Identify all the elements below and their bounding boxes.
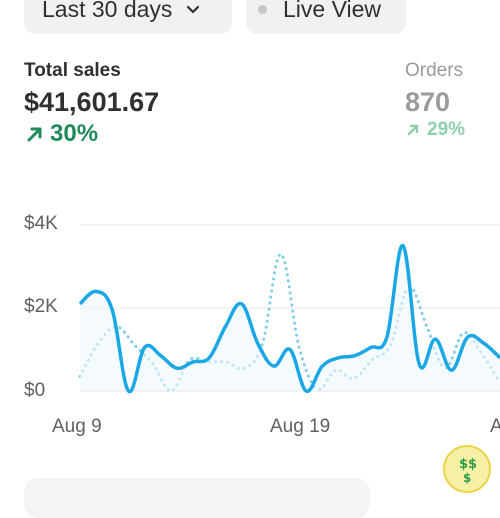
creator-badge-logo: $ $ $ <box>443 445 491 493</box>
orders-value: 870 <box>405 87 451 117</box>
live-view-label: Live View <box>283 0 382 22</box>
live-status-dot-icon <box>258 4 267 14</box>
total-sales-label[interactable]: Total sales <box>24 60 121 81</box>
x-tick-label: Aug 19 <box>270 416 331 437</box>
svg-text:$: $ <box>459 457 468 472</box>
live-view-button[interactable]: Live View <box>246 0 406 34</box>
y-tick-label: $0 <box>24 380 46 401</box>
sales-line-chart[interactable] <box>0 200 500 410</box>
total-sales-change: 30% <box>24 120 98 148</box>
chevron-down-icon <box>187 5 200 14</box>
x-tick-label: A <box>490 416 500 437</box>
total-sales-value: $41,601.67 <box>24 87 160 117</box>
y-tick-label: $2K <box>24 296 58 317</box>
x-tick-label: Aug 9 <box>52 416 102 437</box>
arrow-up-right-icon <box>27 127 42 142</box>
next-card[interactable] <box>24 478 370 518</box>
svg-text:$: $ <box>463 471 471 485</box>
orders-change: 29% <box>405 119 465 141</box>
current-series-line <box>78 243 500 394</box>
orders-change-value: 29% <box>427 119 466 140</box>
y-tick-label: $4K <box>24 213 58 234</box>
current-series-area <box>80 245 500 392</box>
svg-text:$: $ <box>468 457 477 472</box>
arrow-up-right-icon <box>407 124 419 136</box>
date-range-selector[interactable]: Last 30 days <box>24 0 232 34</box>
date-range-label: Last 30 days <box>42 0 173 22</box>
orders-label[interactable]: Orders <box>405 60 464 81</box>
total-sales-change-value: 30% <box>50 120 99 147</box>
